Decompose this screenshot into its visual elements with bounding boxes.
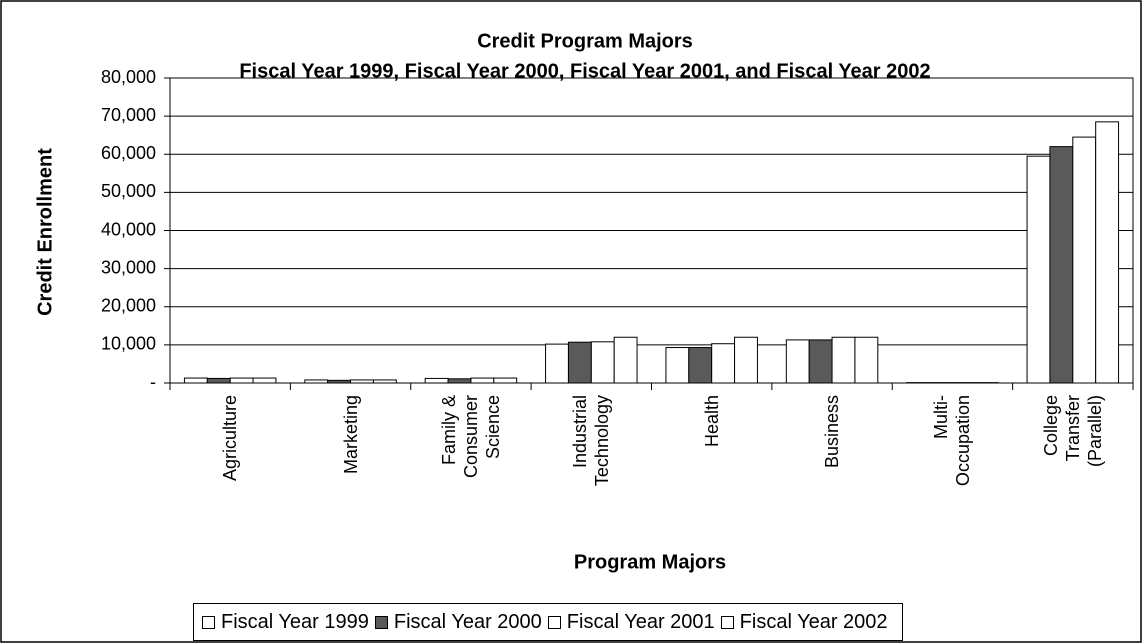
legend: Fiscal Year 1999 Fiscal Year 2000 Fiscal Y… (193, 603, 903, 641)
x-tick-label: Agriculture (220, 395, 241, 482)
bar (327, 379, 352, 384)
bar (734, 336, 758, 384)
y-axis-label: Credit Enrollment (34, 148, 56, 316)
bar (1026, 155, 1051, 384)
bar (470, 377, 495, 384)
bar (206, 377, 231, 384)
bar (808, 339, 833, 384)
bar (613, 336, 638, 384)
y-tick-label: 20,000 (101, 296, 156, 316)
y-tick-label: 50,000 (101, 181, 156, 201)
x-tick-label: Multi- Occupation (931, 395, 974, 487)
legend-swatch (547, 615, 561, 629)
bar (1095, 121, 1120, 384)
y-tick-label: 80,000 (101, 67, 156, 87)
legend-swatch (202, 615, 215, 629)
chart-title: Credit Program Majors (477, 30, 693, 52)
bar (493, 377, 518, 384)
legend-item: Fiscal Year 2001 (547, 610, 715, 634)
bar (229, 377, 254, 384)
legend-item: Fiscal Year 2000 (374, 610, 542, 634)
bar (447, 378, 472, 384)
legend-item: Fiscal Year 2002 (720, 610, 888, 634)
y-tick-label: 30,000 (101, 257, 156, 277)
legend-swatch (374, 615, 388, 629)
x-tick-label: Business (822, 395, 843, 469)
x-tick-label: College Transfer (Parallel) (1040, 395, 1105, 468)
legend-label: Fiscal Year 2001 (566, 610, 715, 633)
bar (567, 341, 592, 384)
bar (183, 377, 208, 384)
bar (831, 336, 856, 384)
y-tick-label: 70,000 (101, 105, 156, 125)
bar (688, 347, 713, 384)
legend-item: Fiscal Year 1999 (202, 611, 369, 634)
bar (350, 379, 374, 384)
chart-subtitle: Fiscal Year 1999, Fiscal Year 2000, Fisc… (239, 60, 930, 82)
legend-swatch (720, 615, 734, 629)
x-tick-label: Industrial Technology (570, 395, 613, 487)
x-axis-label: Program Majors (574, 551, 726, 573)
bar (1072, 136, 1097, 384)
x-tick-label: Marketing (340, 395, 361, 475)
y-tick-label: - (150, 372, 156, 392)
x-tick-label: Family & Consumer Science (438, 395, 503, 479)
legend-label: Fiscal Year 1999 (221, 610, 369, 633)
y-tick-label: 60,000 (101, 143, 156, 163)
bar (252, 377, 277, 384)
bar (545, 343, 569, 384)
legend-label: Fiscal Year 2000 (393, 610, 542, 633)
x-tick-label: Health (701, 395, 722, 448)
bar (665, 347, 690, 384)
bar (785, 339, 810, 384)
y-tick-label: 10,000 (101, 334, 156, 354)
bar (590, 341, 615, 384)
bar (854, 336, 879, 384)
y-tick-label: 40,000 (101, 219, 156, 239)
bar (1049, 146, 1074, 384)
bar (424, 377, 449, 384)
bar (372, 379, 397, 384)
legend-label: Fiscal Year 2002 (739, 610, 888, 633)
bar (711, 343, 736, 384)
bar (304, 379, 329, 384)
